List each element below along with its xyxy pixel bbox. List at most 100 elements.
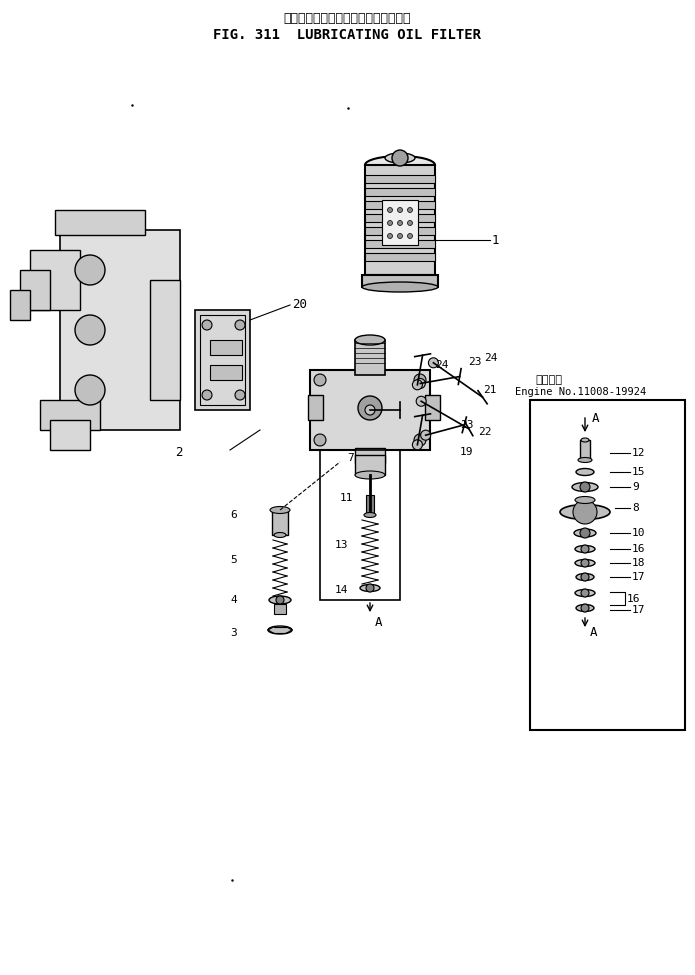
Bar xyxy=(210,340,242,355)
Ellipse shape xyxy=(576,573,594,580)
Bar xyxy=(365,214,435,222)
Circle shape xyxy=(358,396,382,420)
Bar xyxy=(365,188,435,196)
Circle shape xyxy=(75,255,105,285)
Circle shape xyxy=(412,440,423,449)
Circle shape xyxy=(414,374,426,386)
Circle shape xyxy=(428,358,439,368)
Bar xyxy=(355,448,385,463)
Bar xyxy=(20,270,50,310)
Bar xyxy=(60,230,180,430)
Circle shape xyxy=(412,380,423,390)
Text: 11: 11 xyxy=(340,493,354,503)
Ellipse shape xyxy=(270,506,290,514)
Circle shape xyxy=(314,374,326,386)
Bar xyxy=(580,440,590,460)
Text: 17: 17 xyxy=(632,605,646,615)
Text: 12: 12 xyxy=(632,448,646,458)
Text: 9: 9 xyxy=(632,482,639,492)
Circle shape xyxy=(581,573,589,581)
Ellipse shape xyxy=(575,545,595,553)
Bar xyxy=(10,290,30,320)
Circle shape xyxy=(398,220,402,225)
Circle shape xyxy=(235,390,245,400)
Bar xyxy=(30,250,80,310)
Bar xyxy=(210,365,242,380)
Bar xyxy=(365,175,435,183)
Circle shape xyxy=(366,584,374,592)
Bar xyxy=(150,280,180,400)
Ellipse shape xyxy=(576,469,594,476)
Text: 16: 16 xyxy=(627,594,641,604)
Bar xyxy=(365,240,435,248)
Circle shape xyxy=(580,482,590,492)
Text: 8: 8 xyxy=(632,503,639,513)
Circle shape xyxy=(407,233,413,239)
Bar xyxy=(50,420,90,450)
Ellipse shape xyxy=(575,496,595,503)
Text: Engine No.11008-19924: Engine No.11008-19924 xyxy=(515,387,646,397)
Bar xyxy=(425,395,440,420)
Ellipse shape xyxy=(385,153,415,163)
Text: 適用号機: 適用号機 xyxy=(535,375,562,385)
Ellipse shape xyxy=(574,529,596,537)
Ellipse shape xyxy=(581,438,589,442)
Bar xyxy=(365,253,435,261)
Circle shape xyxy=(388,220,393,225)
Text: 4: 4 xyxy=(230,595,237,605)
Bar xyxy=(362,275,438,287)
Ellipse shape xyxy=(269,596,291,604)
Circle shape xyxy=(581,545,589,553)
Ellipse shape xyxy=(572,483,598,491)
Ellipse shape xyxy=(576,604,594,611)
Circle shape xyxy=(75,375,105,405)
Circle shape xyxy=(581,559,589,567)
Text: 20: 20 xyxy=(292,298,307,311)
Text: 7: 7 xyxy=(347,453,354,463)
Text: 22: 22 xyxy=(478,427,491,437)
Bar xyxy=(382,200,418,245)
Text: 19: 19 xyxy=(460,447,473,457)
Bar xyxy=(365,201,435,209)
Text: 6: 6 xyxy=(230,510,237,520)
Bar xyxy=(365,165,435,275)
Circle shape xyxy=(314,434,326,446)
Ellipse shape xyxy=(578,457,592,462)
Circle shape xyxy=(420,430,431,440)
Bar xyxy=(308,395,323,420)
Circle shape xyxy=(581,589,589,597)
Ellipse shape xyxy=(355,471,385,479)
Text: 24: 24 xyxy=(484,353,498,363)
Bar xyxy=(366,495,374,515)
Text: 18: 18 xyxy=(632,558,646,568)
Circle shape xyxy=(580,528,590,538)
Circle shape xyxy=(365,405,375,415)
Circle shape xyxy=(416,378,425,388)
Text: 23: 23 xyxy=(468,357,482,367)
Ellipse shape xyxy=(360,584,380,592)
Bar xyxy=(320,450,400,600)
Circle shape xyxy=(407,208,413,213)
Circle shape xyxy=(407,220,413,225)
Circle shape xyxy=(398,233,402,239)
Text: 14: 14 xyxy=(335,585,348,595)
Text: A: A xyxy=(375,615,382,629)
Circle shape xyxy=(235,320,245,330)
Circle shape xyxy=(388,233,393,239)
Bar xyxy=(272,510,288,535)
Circle shape xyxy=(276,596,284,604)
Text: 2: 2 xyxy=(175,447,183,459)
Circle shape xyxy=(392,150,408,166)
Text: 15: 15 xyxy=(632,467,646,477)
Bar xyxy=(530,400,685,730)
Text: 10: 10 xyxy=(632,528,646,538)
Text: 13: 13 xyxy=(335,540,348,550)
Circle shape xyxy=(75,315,105,345)
Circle shape xyxy=(398,208,402,213)
Circle shape xyxy=(414,434,426,446)
Text: A: A xyxy=(590,627,598,640)
Circle shape xyxy=(202,390,212,400)
Ellipse shape xyxy=(355,335,385,345)
Text: 24: 24 xyxy=(435,360,448,370)
Text: 16: 16 xyxy=(632,544,646,554)
